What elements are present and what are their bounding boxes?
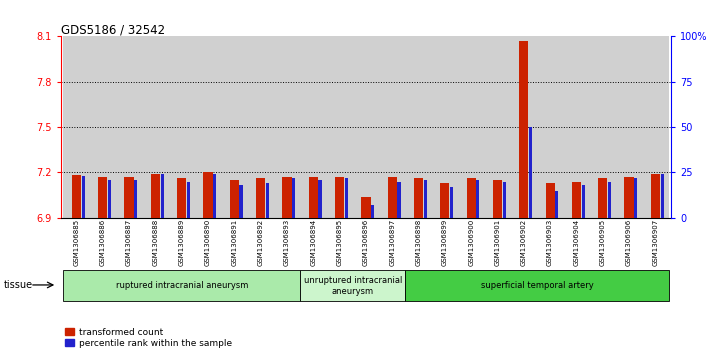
Bar	[187, 182, 190, 218]
Legend: transformed count, percentile rank within the sample: transformed count, percentile rank withi…	[65, 327, 232, 348]
Bar	[326, 36, 353, 218]
Bar	[398, 182, 401, 218]
Bar	[529, 127, 532, 218]
Bar	[582, 185, 585, 218]
Bar	[466, 179, 476, 218]
Bar	[116, 36, 142, 218]
Bar	[239, 185, 243, 218]
Bar	[563, 36, 590, 218]
Bar	[230, 180, 239, 218]
Bar	[177, 179, 186, 218]
Bar	[590, 36, 616, 218]
Bar	[371, 205, 374, 218]
Bar	[423, 180, 427, 218]
Bar	[300, 36, 326, 218]
Bar	[484, 36, 511, 218]
Bar	[511, 36, 537, 218]
Text: unruptured intracranial
aneurysm: unruptured intracranial aneurysm	[303, 276, 402, 296]
Bar	[142, 36, 169, 218]
Bar	[519, 41, 528, 218]
Bar	[598, 179, 608, 218]
Bar	[213, 174, 216, 218]
Bar	[608, 182, 611, 218]
Bar	[318, 180, 321, 218]
Bar	[476, 180, 480, 218]
Bar	[545, 183, 555, 218]
Bar	[81, 176, 85, 218]
Bar	[90, 36, 116, 218]
Bar	[124, 177, 134, 218]
Bar	[248, 36, 274, 218]
Bar	[458, 36, 484, 218]
Bar	[282, 177, 291, 218]
Bar	[64, 270, 300, 301]
Bar	[345, 178, 348, 218]
Bar	[441, 183, 450, 218]
Bar	[308, 177, 318, 218]
Bar	[616, 36, 642, 218]
Bar	[72, 175, 81, 218]
Bar	[151, 174, 160, 218]
Bar	[634, 178, 638, 218]
Bar	[361, 197, 371, 218]
Text: GDS5186 / 32542: GDS5186 / 32542	[61, 24, 165, 37]
Bar	[256, 179, 266, 218]
Bar	[388, 177, 397, 218]
Bar	[406, 270, 668, 301]
Text: superficial temporal artery: superficial temporal artery	[481, 281, 593, 290]
Bar	[379, 36, 406, 218]
Bar	[625, 177, 633, 218]
Bar	[432, 36, 458, 218]
Bar	[300, 270, 406, 301]
Bar	[274, 36, 300, 218]
Bar	[572, 182, 581, 218]
Bar	[161, 174, 164, 218]
Bar	[642, 36, 668, 218]
Bar	[195, 36, 221, 218]
Bar	[335, 177, 344, 218]
Bar	[292, 178, 296, 218]
Bar	[203, 172, 213, 218]
Bar	[134, 180, 137, 218]
Text: ruptured intracranial aneurysm: ruptured intracranial aneurysm	[116, 281, 248, 290]
Bar	[108, 180, 111, 218]
Text: tissue: tissue	[4, 280, 33, 290]
Bar	[650, 174, 660, 218]
Bar	[353, 36, 379, 218]
Bar	[537, 36, 563, 218]
Bar	[503, 182, 506, 218]
Bar	[660, 174, 663, 218]
Bar	[169, 36, 195, 218]
Bar	[493, 180, 502, 218]
Bar	[555, 191, 558, 218]
Bar	[406, 36, 432, 218]
Bar	[266, 183, 269, 218]
Bar	[414, 179, 423, 218]
Bar	[99, 177, 107, 218]
Bar	[450, 187, 453, 218]
Bar	[64, 36, 90, 218]
Bar	[221, 36, 248, 218]
